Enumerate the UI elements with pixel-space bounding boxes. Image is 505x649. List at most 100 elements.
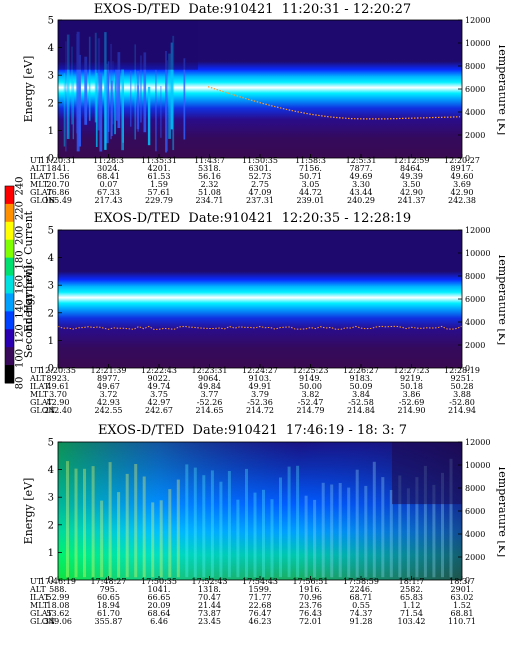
- info-cell: -52.36: [247, 398, 273, 407]
- spectrogram-streak: [125, 473, 129, 578]
- info-cell: 50.00: [299, 382, 322, 391]
- spectrogram-streak: [166, 60, 168, 152]
- info-row-label: GLON: [30, 196, 55, 205]
- info-cell: 68.71: [350, 593, 373, 602]
- info-cell: 42.90: [451, 188, 474, 197]
- y2-tick-label: 2000: [465, 341, 485, 350]
- colorbar-tick-label: 140: [15, 300, 26, 319]
- y2-axis-label: Temperature [K]: [496, 253, 505, 345]
- info-row-label: GLAT: [30, 188, 53, 197]
- spectrogram-streak: [84, 56, 88, 125]
- spectrogram-streak: [122, 77, 124, 143]
- info-row-label: GLAT: [30, 398, 53, 407]
- colorbar-frame: [4, 185, 15, 384]
- info-cell: 241.37: [398, 196, 426, 205]
- panel-3: 0 1 2 3 4 5 0 2000 4000 6000 8000 10000 12000 Energy …: [22, 438, 505, 627]
- info-cell: 3.79: [251, 390, 269, 399]
- info-cell: 23.76: [299, 601, 322, 610]
- info-cell: 1.12: [403, 601, 421, 610]
- info-cell: 237.31: [246, 196, 274, 205]
- colorbar-tick-label: 120: [15, 324, 26, 343]
- info-row-label: UT: [30, 366, 43, 375]
- y2-tick-label: 0: [465, 364, 470, 373]
- spectrogram-streak: [389, 490, 393, 578]
- y-tick-label: 3: [48, 493, 54, 504]
- info-cell: 44.72: [299, 188, 322, 197]
- info-cell: 0.55: [352, 601, 370, 610]
- info-cell: 110.71: [448, 617, 476, 626]
- info-row-label: ILAT: [30, 593, 50, 602]
- info-cell: 52.73: [249, 172, 272, 181]
- info-cell: 12:25:23: [293, 366, 329, 375]
- spectrogram-streak: [210, 470, 214, 578]
- colorbar-segment: [5, 275, 14, 294]
- spectrogram-streak: [398, 475, 402, 578]
- y-axis-label: Energy [eV]: [22, 56, 35, 123]
- spectrogram-streak: [137, 85, 139, 132]
- info-cell: 214.65: [196, 406, 224, 415]
- colorbar-segment: [5, 347, 14, 366]
- y2-tick-label: 4000: [465, 108, 485, 117]
- spectrogram-streak: [91, 466, 95, 578]
- y-tick-label: 5: [48, 16, 54, 27]
- colorbar-segment: [5, 239, 14, 259]
- y-tick-label: 4: [48, 43, 54, 54]
- info-cell: 17:56:51: [293, 577, 329, 586]
- info-cell: 52.99: [47, 593, 70, 602]
- info-cell: 42.90: [47, 398, 70, 407]
- info-cell: 9149.: [299, 374, 322, 383]
- info-cell: 17:48:27: [91, 577, 127, 586]
- info-cell: 76.86: [47, 188, 70, 197]
- info-cell: 60.65: [97, 593, 120, 602]
- panel-2: 0 1 2 3 4 5 0 2000 4000 6000 8000 10000 12000 Energy …: [22, 226, 505, 416]
- spectrogram-streak: [110, 43, 112, 140]
- spectrogram-streak: [372, 461, 376, 578]
- info-row-label: ALT: [29, 374, 46, 383]
- y2-tick-label: 10000: [465, 39, 490, 48]
- y2-tick-label: 12000: [465, 438, 490, 447]
- info-cell: 242.67: [145, 406, 173, 415]
- info-cell: 68.64: [148, 609, 171, 618]
- colorbar-segment: [5, 186, 14, 205]
- info-cell: 1841.: [47, 164, 70, 173]
- spectrogram-streak: [88, 36, 91, 121]
- info-cell: 234.71: [196, 196, 224, 205]
- info-cell: 3.84: [352, 390, 370, 399]
- y-axis-label: Energy [eV]: [22, 266, 35, 333]
- info-cell: 71.77: [249, 593, 272, 602]
- spectrogram-streak: [364, 485, 368, 578]
- spectrogram-streak: [99, 73, 103, 152]
- info-cell: 3.72: [100, 390, 118, 399]
- info-cell: 17:52:43: [192, 577, 228, 586]
- info-cell: 57.61: [148, 188, 171, 197]
- info-cell: 22.68: [249, 601, 272, 610]
- y-tick-label: 2: [48, 308, 54, 319]
- spectrogram-streak: [130, 70, 132, 127]
- spectrogram-streak: [338, 483, 342, 578]
- y-axis-label: Energy [eV]: [22, 478, 35, 545]
- colorbar-segment: [5, 329, 14, 348]
- spectrogram-streak: [117, 52, 121, 128]
- info-cell: -52.26: [197, 398, 223, 407]
- y-tick-label: 4: [48, 465, 54, 476]
- info-cell: 50.18: [400, 382, 423, 391]
- info-cell: 46.23: [249, 617, 272, 626]
- info-row-label: GLON: [30, 406, 55, 415]
- info-cell: 214.84: [347, 406, 375, 415]
- spectrogram-streak: [76, 31, 80, 152]
- colorbar-tick-label: 240: [15, 176, 26, 195]
- panel-3-title: EXOS-D/TED Date:910421 17:46:19 - 18: 3:…: [97, 423, 408, 438]
- spectrogram-streak: [72, 81, 74, 140]
- info-cell: 20.70: [47, 180, 70, 189]
- info-cell: 17:54:43: [242, 577, 278, 586]
- info-cell: 12:24:27: [242, 366, 278, 375]
- info-cell: 70.47: [198, 593, 221, 602]
- y2-tick-label: 0: [465, 154, 470, 163]
- y2-tick-label: 6000: [465, 507, 485, 516]
- spectrogram-streak: [168, 53, 171, 139]
- spectrogram-streak: [155, 69, 157, 152]
- y-tick-label: 0: [48, 364, 54, 375]
- y-tick-label: 1: [48, 336, 54, 347]
- info-cell: 49.61: [47, 382, 70, 391]
- colorbar-label: Second Harmonic Current: [22, 210, 35, 358]
